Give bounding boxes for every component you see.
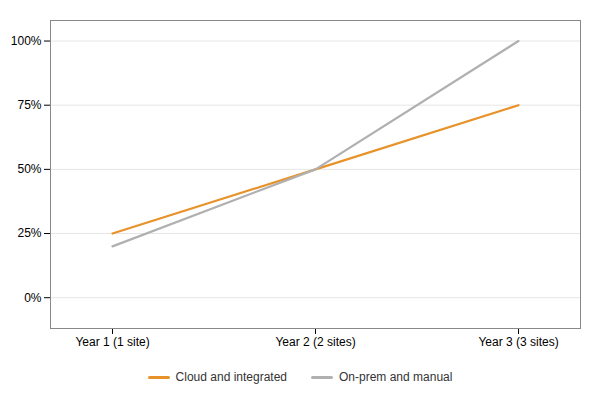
svg-text:25%: 25% — [17, 226, 41, 240]
svg-text:100%: 100% — [11, 34, 42, 48]
svg-text:Year 3 (3 sites): Year 3 (3 sites) — [478, 335, 558, 349]
svg-text:0%: 0% — [24, 291, 42, 305]
svg-text:50%: 50% — [17, 162, 41, 176]
svg-text:Year 1 (1 site): Year 1 (1 site) — [75, 335, 149, 349]
svg-text:Year 2 (2 sites): Year 2 (2 sites) — [275, 335, 355, 349]
html-text:On-prem and manual: On-prem and manual — [339, 370, 453, 384]
svg-text:75%: 75% — [17, 98, 41, 112]
html-text:Cloud and integrated: Cloud and integrated — [175, 370, 287, 384]
